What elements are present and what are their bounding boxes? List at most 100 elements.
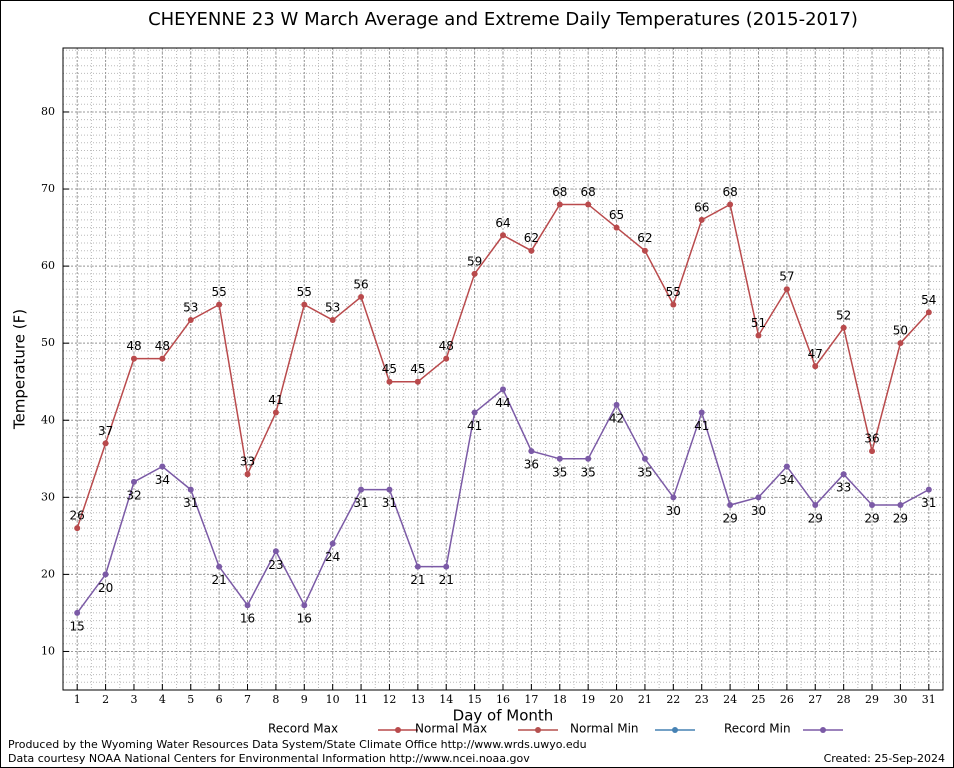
- point: [471, 270, 478, 277]
- data-label: 31: [921, 496, 936, 510]
- point: [216, 563, 223, 570]
- y-tick-label: 60: [41, 259, 55, 272]
- point: [414, 378, 421, 385]
- data-label: 36: [864, 432, 879, 446]
- data-label: 34: [779, 473, 794, 487]
- point: [755, 332, 762, 339]
- data-label: 24: [325, 550, 340, 564]
- data-label: 26: [70, 509, 85, 523]
- data-label: 34: [155, 473, 170, 487]
- x-tick-label: 6: [216, 693, 223, 706]
- data-label: 37: [98, 424, 113, 438]
- point: [585, 201, 592, 208]
- x-tick-label: 15: [468, 693, 482, 706]
- data-label: 33: [240, 455, 255, 469]
- point: [925, 486, 932, 493]
- point: [414, 563, 421, 570]
- data-label: 42: [609, 411, 624, 425]
- x-tick-label: 27: [808, 693, 822, 706]
- data-label: 55: [211, 285, 226, 299]
- data-label: 15: [70, 619, 85, 633]
- point: [329, 540, 336, 547]
- point: [869, 448, 876, 455]
- data-label: 35: [637, 465, 652, 479]
- data-label: 53: [183, 301, 198, 315]
- point: [556, 455, 563, 462]
- point: [641, 247, 648, 254]
- data-label: 66: [694, 200, 709, 214]
- point: [301, 301, 308, 308]
- x-tick-label: 20: [610, 693, 624, 706]
- point: [613, 224, 620, 231]
- data-label: 56: [353, 277, 368, 291]
- x-axis-label: Day of Month: [453, 707, 554, 725]
- point: [897, 340, 904, 347]
- point: [556, 201, 563, 208]
- point: [528, 247, 535, 254]
- y-axis-label: Temperature (F): [11, 309, 29, 430]
- data-label: 55: [297, 285, 312, 299]
- point: [500, 386, 506, 393]
- data-label: 16: [297, 612, 312, 626]
- x-tick-label: 4: [159, 693, 166, 706]
- data-label: 33: [836, 481, 851, 495]
- data-label: 57: [779, 270, 794, 284]
- data-label: 31: [183, 496, 198, 510]
- point: [358, 293, 365, 300]
- data-label: 20: [98, 581, 113, 595]
- point: [869, 502, 876, 509]
- x-tick-label: 18: [553, 693, 567, 706]
- data-label: 45: [382, 362, 397, 376]
- point: [102, 440, 109, 447]
- x-tick-label: 26: [780, 693, 794, 706]
- x-tick-label: 28: [837, 693, 851, 706]
- data-label: 29: [864, 512, 879, 526]
- data-label: 68: [581, 185, 596, 199]
- point: [755, 494, 762, 501]
- point: [727, 201, 734, 208]
- x-tick-label: 8: [272, 693, 279, 706]
- x-tick-label: 23: [695, 693, 709, 706]
- data-label: 16: [240, 612, 255, 626]
- data-label: 48: [126, 339, 141, 353]
- y-tick-label: 40: [41, 413, 55, 426]
- point: [670, 494, 677, 501]
- x-tick-label: 2: [102, 693, 109, 706]
- data-label: 36: [524, 458, 539, 472]
- data-label: 62: [637, 231, 652, 245]
- x-tick-label: 31: [922, 693, 936, 706]
- data-label: 53: [325, 301, 340, 315]
- data-label: 48: [439, 339, 454, 353]
- x-tick-label: 13: [411, 693, 425, 706]
- point: [925, 309, 932, 316]
- point: [159, 463, 166, 470]
- point: [102, 571, 109, 578]
- data-label: 45: [410, 362, 425, 376]
- legend-label: Normal Max: [415, 722, 487, 736]
- data-label: 41: [467, 419, 482, 433]
- x-tick-label: 7: [244, 693, 251, 706]
- point: [443, 355, 450, 362]
- x-tick-label: 1: [74, 693, 81, 706]
- point: [783, 286, 790, 293]
- data-label: 62: [524, 231, 539, 245]
- point: [812, 363, 819, 370]
- point: [358, 486, 365, 493]
- x-tick-label: 9: [301, 693, 308, 706]
- footer: Data courtesy NOAA National Centers for …: [8, 752, 530, 765]
- data-label: 21: [439, 573, 454, 587]
- data-label: 21: [211, 573, 226, 587]
- point: [585, 455, 592, 462]
- legend-label: Normal Min: [570, 722, 639, 736]
- point: [272, 409, 279, 416]
- point: [613, 401, 620, 408]
- point: [187, 486, 194, 493]
- data-label: 68: [722, 185, 737, 199]
- x-tick-label: 16: [496, 693, 510, 706]
- y-tick-label: 20: [41, 567, 55, 580]
- point: [698, 409, 705, 416]
- plot-area: [62, 47, 944, 691]
- data-label: 51: [751, 316, 766, 330]
- x-tick-label: 29: [865, 693, 879, 706]
- data-label: 47: [808, 347, 823, 361]
